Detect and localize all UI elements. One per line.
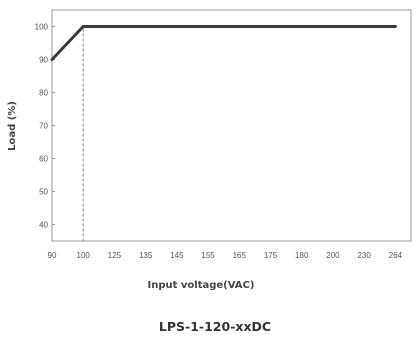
y-tick-label: 80 (39, 89, 48, 98)
x-tick-label: 175 (264, 251, 278, 260)
series-line-load (50, 25, 396, 61)
x-tick-label: 90 (48, 251, 57, 260)
x-tick-label: 264 (389, 251, 403, 260)
x-tick-label: 155 (201, 251, 215, 260)
x-tick-label: 200 (326, 251, 340, 260)
x-tick-label: 165 (233, 251, 247, 260)
y-tick-label: 40 (39, 221, 48, 230)
x-tick-label: 230 (357, 251, 371, 260)
x-axis-label: Input voltage(VAC) (148, 280, 255, 291)
x-tick-label: 180 (295, 251, 309, 260)
y-axis-label: Load (%) (7, 101, 18, 151)
x-tick-label: 125 (108, 251, 122, 260)
model-caption: LPS-1-120-xxDC (159, 319, 271, 334)
x-axis-ticks: 90 100 125 135 145 155 165 175 180 200 230 264 (48, 251, 403, 260)
x-tick-label: 135 (139, 251, 153, 260)
y-tick-label: 90 (39, 56, 48, 65)
y-tick-label: 50 (39, 188, 48, 197)
y-axis-ticks: 40 50 60 70 80 90 100 (35, 23, 55, 230)
data-point (50, 58, 54, 61)
y-tick-label: 70 (39, 122, 48, 131)
series-points (50, 25, 397, 61)
x-tick-label: 145 (170, 251, 184, 260)
x-tick-label: 100 (77, 251, 91, 260)
data-point (81, 25, 85, 28)
y-tick-label: 100 (35, 23, 49, 32)
plot-frame (51, 9, 412, 242)
data-point (393, 25, 397, 28)
y-tick-label: 60 (39, 155, 48, 164)
